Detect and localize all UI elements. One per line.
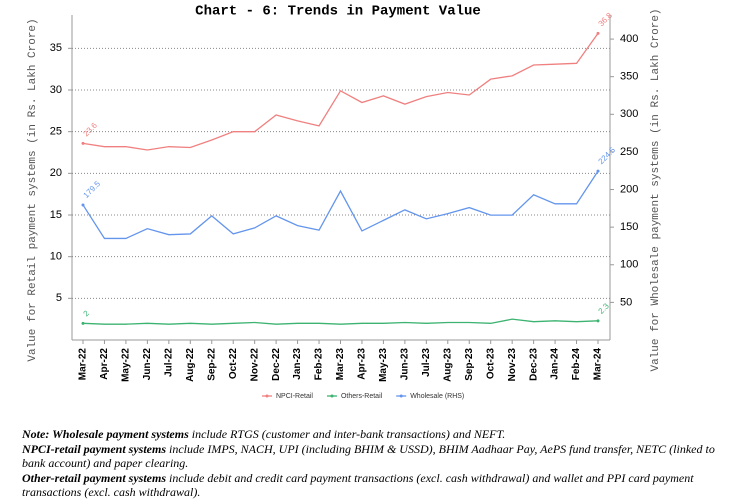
data-label: 224.5: [597, 145, 618, 166]
point-marker: [81, 203, 85, 207]
legend-marker: [330, 394, 334, 398]
note: Note: Wholesale payment systems include …: [22, 427, 738, 442]
x-tick-label: Jan-23: [292, 348, 303, 380]
y2-tick-label: 350: [620, 71, 638, 83]
x-tick-label: Nov-23: [507, 348, 518, 382]
notes: Note: Wholesale payment systems include …: [22, 427, 738, 500]
legend-marker: [265, 394, 269, 398]
y-tick-label: 5: [56, 292, 62, 304]
note-heading: NPCI-retail payment systems: [22, 441, 166, 456]
y2-tick-label: 200: [620, 183, 638, 195]
y-tick-label: 35: [50, 42, 62, 54]
x-tick-label: May-23: [378, 348, 389, 382]
x-tick-label: Sep-23: [464, 348, 475, 381]
point-marker: [81, 321, 85, 325]
x-tick-label: Mar-24: [593, 348, 604, 381]
x-tick-label: Apr-22: [99, 348, 110, 380]
legend-label: Others-Retail: [341, 393, 383, 400]
x-tick-label: Feb-23: [314, 348, 325, 381]
x-tick-label: Feb-24: [571, 348, 582, 381]
note-text: include IMPS, NACH, UPI (including BHIM …: [22, 441, 715, 471]
x-tick-label: Jul-23: [421, 348, 432, 377]
data-label: 36.8: [597, 10, 615, 28]
x-tick-label: Dec-22: [271, 348, 282, 381]
data-label: 2: [82, 308, 92, 318]
x-tick-label: Jun-23: [400, 348, 411, 381]
legend-marker: [399, 394, 403, 398]
x-tick-label: Mar-22: [78, 348, 89, 381]
series-line: [82, 318, 599, 325]
point-marker: [81, 141, 85, 145]
note-text: include debit and credit card payment tr…: [22, 470, 694, 500]
x-tick-label: Jul-22: [163, 348, 174, 377]
y2-tick-label: 50: [620, 296, 632, 308]
x-tick-label: Aug-22: [185, 348, 196, 382]
x-tick-label: Mar-23: [335, 348, 346, 381]
series-line: [82, 170, 599, 240]
x-tick-label: Apr-23: [357, 348, 368, 380]
note-text: include RTGS (customer and inter-bank tr…: [188, 427, 506, 441]
legend-label: Wholesale (RHS): [410, 393, 464, 400]
note-heading: Note: Wholesale payment systems: [22, 427, 189, 441]
legend-label: NPCI-Retail: [276, 393, 313, 400]
data-label: 23.6: [82, 120, 100, 138]
x-tick-label: Nov-22: [249, 348, 260, 382]
y-tick-label: 20: [50, 167, 62, 179]
x-tick-label: Aug-23: [442, 348, 453, 382]
x-tick-label: Oct-22: [228, 348, 239, 380]
x-tick-label: Dec-23: [528, 348, 539, 381]
point-marker: [596, 31, 600, 35]
note-heading: Other-retail payment systems: [22, 470, 166, 485]
note: NPCI-retail payment systems include IMPS…: [22, 442, 738, 471]
y2-tick-label: 100: [620, 259, 638, 271]
y2-tick-label: 400: [620, 33, 638, 45]
legend: NPCI-Retail Others-Retail Wholesale (RHS): [262, 393, 464, 400]
y2-tick-label: 300: [620, 108, 638, 120]
y2-axis-title: Value for Wholesale payment systems (in …: [650, 8, 662, 371]
y-tick-label: 10: [50, 251, 62, 263]
x-tick-label: Jan-24: [550, 348, 561, 380]
y-tick-label: 15: [50, 209, 62, 221]
y2-tick-label: 250: [620, 146, 638, 158]
x-tick-label: May-22: [121, 348, 132, 382]
note: Other-retail payment systems include deb…: [22, 471, 738, 500]
chart: Chart - 6: Trends in Payment Value Value…: [27, 4, 662, 400]
chart-title: Chart - 6: Trends in Payment Value: [195, 4, 481, 20]
x-tick-label: Oct-23: [485, 348, 496, 380]
x-tick-label: Jun-22: [142, 348, 153, 381]
data-label: 179.5: [82, 179, 103, 200]
x-tick-label: Sep-22: [206, 348, 217, 381]
y-axis-title: Value for Retail payment systems (in Rs.…: [27, 18, 39, 361]
series-line: [82, 32, 599, 151]
y-tick-label: 30: [50, 84, 62, 96]
y-tick-label: 25: [50, 126, 62, 138]
data-label: 2.3: [597, 301, 612, 316]
y2-tick-label: 150: [620, 221, 638, 233]
point-marker: [596, 319, 600, 323]
point-marker: [596, 169, 600, 173]
